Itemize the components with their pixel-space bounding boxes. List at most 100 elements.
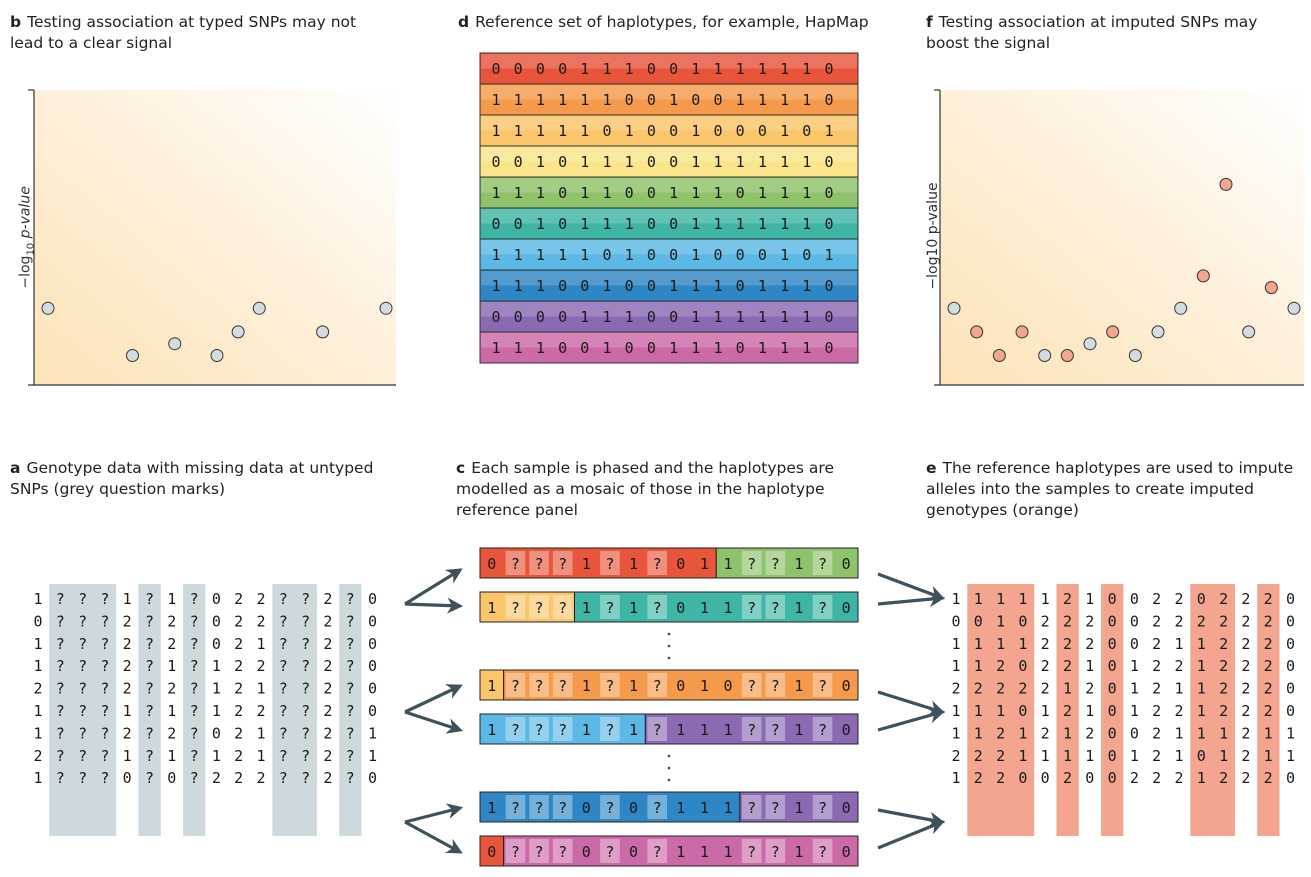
reference-allele: 1 — [758, 339, 767, 357]
missing-genotype: ? — [346, 702, 355, 720]
reference-allele: 1 — [691, 153, 700, 171]
mosaic-haplotype: 1??? 1? 1? 0 1 1?? 1? 0 — [479, 591, 859, 623]
mosaic-allele: ? — [818, 799, 827, 817]
imputed-column-band — [1101, 584, 1124, 836]
imputed-genotype: 1 — [1063, 724, 1072, 742]
typed-genotype: 2 — [256, 590, 265, 608]
missing-genotype: ? — [346, 769, 355, 787]
missing-genotype: ? — [56, 612, 65, 630]
mosaic-allele: 0 — [842, 677, 851, 695]
mosaic-missing-box — [600, 795, 620, 819]
mosaic-allele: 1 — [487, 799, 496, 817]
mosaic-allele: 1 — [724, 799, 733, 817]
reference-allele: 1 — [713, 339, 722, 357]
mosaic-allele: ? — [605, 721, 614, 739]
mosaic-segment — [503, 835, 859, 867]
reference-allele: 0 — [824, 153, 833, 171]
missing-genotype: ? — [145, 635, 154, 653]
plot-f-imputed-point — [1060, 349, 1074, 362]
imputed-genotype: 1 — [1174, 747, 1183, 765]
imputed-genotype: 2 — [1041, 680, 1050, 698]
caption-f: f Testing association at imputed SNPs may… — [926, 12, 1296, 54]
mosaic-missing-box — [765, 551, 786, 575]
mosaic-missing-box — [765, 795, 786, 819]
reference-allele: 0 — [824, 91, 833, 109]
mosaic-allele: ? — [747, 799, 756, 817]
typed-genotype: 2 — [323, 635, 332, 653]
reference-allele: 1 — [736, 308, 745, 326]
missing-genotype: ? — [56, 724, 65, 742]
reference-allele: 0 — [802, 122, 811, 140]
reference-allele: 1 — [491, 246, 500, 264]
reference-allele: 1 — [558, 91, 567, 109]
imputed-genotype: 2 — [1219, 635, 1228, 653]
typed-genotype: 1 — [212, 702, 221, 720]
genotype-row: 1??? 1? 1? 1 2 2?? 2? 0 — [33, 702, 377, 720]
reference-allele: 1 — [558, 246, 567, 264]
typed-genotype: 1 — [167, 702, 176, 720]
mosaic-allele: 0 — [487, 843, 496, 861]
typed-genotype: 2 — [256, 769, 265, 787]
imputed-genotype: 0 — [1286, 702, 1295, 720]
mosaic-missing-box — [505, 595, 526, 619]
typed-genotype: 1 — [256, 724, 265, 742]
typed-genotype: 2 — [234, 680, 243, 698]
imputed-genotype: 2 — [1219, 680, 1228, 698]
missing-genotype: ? — [301, 590, 310, 608]
typed-genotype: 1 — [33, 724, 42, 742]
flow-arrow — [877, 572, 945, 601]
reference-allele: 0 — [824, 215, 833, 233]
reference-row-highlight — [481, 178, 857, 193]
imputed-genotype: 2 — [1085, 635, 1094, 653]
imputed-genotype: 0 — [1108, 680, 1117, 698]
mosaic-allele: ? — [653, 843, 662, 861]
imputed-genotype: 2 — [1264, 590, 1273, 608]
reference-allele: 0 — [736, 246, 745, 264]
reference-allele: 0 — [824, 277, 833, 295]
imputed-genotype: 2 — [1085, 680, 1094, 698]
reference-allele: 1 — [491, 91, 500, 109]
imputed-genotype: 2 — [1063, 590, 1072, 608]
missing-genotype: ? — [145, 702, 154, 720]
imputed-genotype: 2 — [996, 769, 1005, 787]
typed-genotype: 1 — [368, 724, 377, 742]
mosaic-allele: ? — [653, 721, 662, 739]
missing-genotype: ? — [56, 590, 65, 608]
reference-allele: 0 — [558, 277, 567, 295]
imputed-genotype: 2 — [1041, 612, 1050, 630]
flow-arrow — [877, 591, 946, 608]
missing-genotype: ? — [279, 724, 288, 742]
typed-genotype: 2 — [323, 590, 332, 608]
imputed-genotype: 2 — [1152, 657, 1161, 675]
mosaic-missing-box — [600, 717, 620, 741]
imputed-genotype: 1 — [951, 769, 960, 787]
reference-allele: 1 — [625, 60, 634, 78]
mosaic-missing-box — [812, 839, 833, 863]
caption-b-text: Testing association at typed SNPs may no… — [10, 13, 357, 52]
reference-allele: 0 — [824, 60, 833, 78]
imputed-genotype: 2 — [1063, 635, 1072, 653]
plot-b — [28, 89, 396, 386]
caption-c: c Each sample is phased and the haplotype… — [456, 458, 846, 521]
reference-allele: 1 — [736, 153, 745, 171]
caption-c-letter: c — [456, 459, 466, 477]
plot-f-typed-point — [1287, 301, 1301, 315]
reference-allele: 0 — [691, 91, 700, 109]
mosaic-allele: ? — [771, 677, 780, 695]
imputed-genotype: 2 — [1174, 590, 1183, 608]
plot-f-typed-point — [1242, 325, 1256, 339]
mosaic-missing-box — [647, 839, 667, 863]
reference-allele: 1 — [514, 122, 523, 140]
mosaic-segment — [479, 547, 717, 579]
missing-genotype: ? — [56, 769, 65, 787]
typed-genotype: 0 — [212, 590, 221, 608]
reference-allele: 0 — [514, 215, 523, 233]
imputed-genotype: 1 — [1130, 657, 1139, 675]
reference-allele: 0 — [602, 122, 611, 140]
missing-genotype: ? — [56, 680, 65, 698]
imputed-genotype: 1 — [951, 702, 960, 720]
mosaic-allele: ? — [535, 843, 544, 861]
imputed-genotype: 1 — [974, 635, 983, 653]
reference-allele: 1 — [780, 246, 789, 264]
